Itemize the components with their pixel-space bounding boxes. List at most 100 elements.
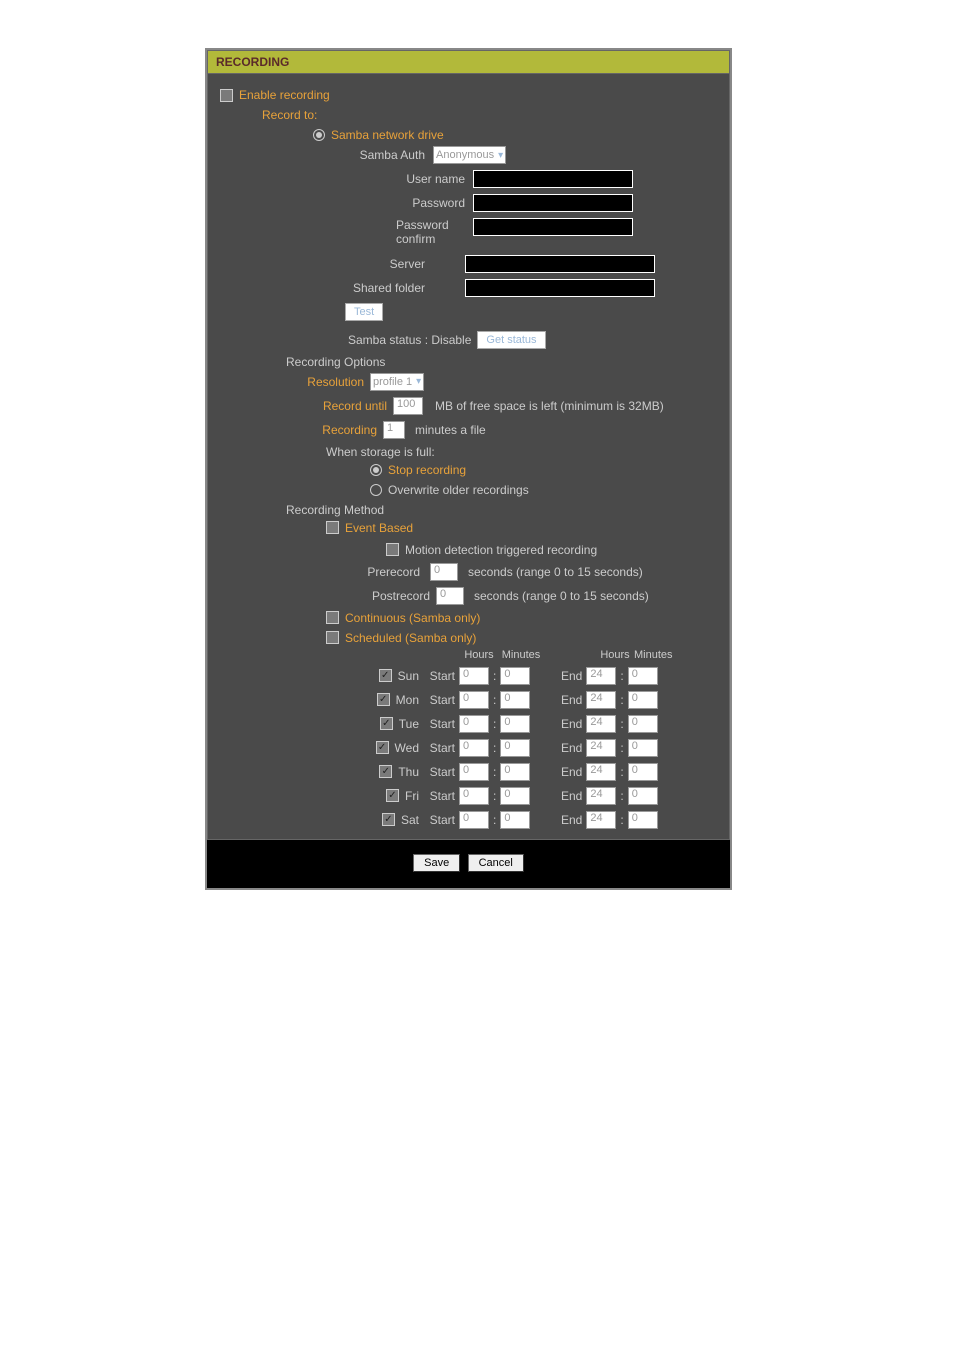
end-minutes-input[interactable]: 0	[628, 715, 658, 733]
colon: :	[616, 765, 627, 779]
day-checkbox[interactable]	[380, 717, 393, 730]
day-checkbox[interactable]	[382, 813, 395, 826]
colon: :	[616, 669, 627, 683]
test-button[interactable]: Test	[345, 303, 383, 321]
end-hours-input[interactable]: 24	[586, 787, 616, 805]
enable-recording-label: Enable recording	[239, 88, 330, 102]
resolution-select[interactable]: profile 1▾	[370, 373, 424, 391]
start-hours-input[interactable]: 0	[459, 667, 489, 685]
day-label: Fri	[405, 789, 419, 803]
day-checkbox[interactable]	[379, 669, 392, 682]
end-label: End	[558, 717, 586, 731]
username-input[interactable]	[473, 170, 633, 188]
end-minutes-input[interactable]: 0	[628, 787, 658, 805]
storage-full-title: When storage is full:	[326, 445, 719, 459]
colon: :	[489, 789, 500, 803]
header-minutes-start: Minutes	[500, 649, 542, 661]
day-checkbox[interactable]	[386, 789, 399, 802]
end-minutes-input[interactable]: 0	[628, 691, 658, 709]
colon: :	[489, 669, 500, 683]
prerecord-suffix: seconds (range 0 to 15 seconds)	[458, 565, 643, 579]
colon: :	[489, 693, 500, 707]
day-checkbox[interactable]	[379, 765, 392, 778]
continuous-checkbox[interactable]	[326, 611, 339, 624]
event-based-label: Event Based	[345, 521, 413, 535]
scheduled-label: Scheduled (Samba only)	[345, 631, 476, 645]
record-until-suffix: MB of free space is left (minimum is 32M…	[423, 399, 664, 413]
stop-recording-radio[interactable]	[370, 464, 382, 476]
end-hours-input[interactable]: 24	[586, 739, 616, 757]
colon: :	[489, 717, 500, 731]
save-button[interactable]: Save	[413, 854, 460, 872]
end-minutes-input[interactable]: 0	[628, 811, 658, 829]
schedule-row: MonStart0:0End24:0	[373, 691, 719, 709]
start-minutes-input[interactable]: 0	[500, 811, 530, 829]
start-minutes-input[interactable]: 0	[500, 715, 530, 733]
end-label: End	[558, 813, 586, 827]
record-until-input[interactable]: 100	[393, 397, 423, 415]
start-minutes-input[interactable]: 0	[500, 667, 530, 685]
colon: :	[489, 741, 500, 755]
postrecord-suffix: seconds (range 0 to 15 seconds)	[464, 589, 649, 603]
end-hours-input[interactable]: 24	[586, 763, 616, 781]
day-checkbox[interactable]	[377, 693, 390, 706]
end-hours-input[interactable]: 24	[586, 811, 616, 829]
start-label: Start	[425, 813, 459, 827]
server-label: Server	[218, 257, 433, 271]
colon: :	[489, 813, 500, 827]
start-hours-input[interactable]: 0	[459, 739, 489, 757]
schedule-row: WedStart0:0End24:0	[373, 739, 719, 757]
samba-radio[interactable]	[313, 129, 325, 141]
schedule-row: FriStart0:0End24:0	[373, 787, 719, 805]
end-hours-input[interactable]: 24	[586, 667, 616, 685]
day-checkbox[interactable]	[376, 741, 389, 754]
samba-auth-label: Samba Auth	[218, 148, 433, 162]
end-minutes-input[interactable]: 0	[628, 667, 658, 685]
recording-mins-input[interactable]: 1	[383, 421, 405, 439]
start-label: Start	[425, 717, 459, 731]
end-hours-input[interactable]: 24	[586, 715, 616, 733]
end-label: End	[558, 669, 586, 683]
prerecord-label: Prerecord	[218, 565, 430, 579]
shared-folder-label: Shared folder	[218, 281, 433, 295]
start-minutes-input[interactable]: 0	[500, 763, 530, 781]
colon: :	[489, 765, 500, 779]
colon: :	[616, 789, 627, 803]
overwrite-label: Overwrite older recordings	[388, 483, 529, 497]
shared-folder-input[interactable]	[465, 279, 655, 297]
overwrite-radio[interactable]	[370, 484, 382, 496]
day-label: Tue	[399, 717, 419, 731]
password-input[interactable]	[473, 194, 633, 212]
samba-auth-select[interactable]: Anonymous▾	[433, 146, 506, 164]
event-based-checkbox[interactable]	[326, 521, 339, 534]
end-hours-input[interactable]: 24	[586, 691, 616, 709]
postrecord-label: Postrecord	[218, 589, 436, 603]
schedule-row: TueStart0:0End24:0	[373, 715, 719, 733]
end-minutes-input[interactable]: 0	[628, 763, 658, 781]
server-input[interactable]	[465, 255, 655, 273]
motion-checkbox[interactable]	[386, 543, 399, 556]
start-minutes-input[interactable]: 0	[500, 691, 530, 709]
colon: :	[616, 717, 627, 731]
recording-method-title: Recording Method	[286, 503, 719, 517]
end-label: End	[558, 741, 586, 755]
cancel-button[interactable]: Cancel	[468, 854, 524, 872]
start-label: Start	[425, 741, 459, 755]
enable-recording-checkbox[interactable]	[220, 89, 233, 102]
recording-mins-label: Recording	[218, 423, 383, 437]
start-hours-input[interactable]: 0	[459, 763, 489, 781]
start-minutes-input[interactable]: 0	[500, 739, 530, 757]
start-minutes-input[interactable]: 0	[500, 787, 530, 805]
postrecord-input[interactable]: 0	[436, 587, 464, 605]
scheduled-checkbox[interactable]	[326, 631, 339, 644]
start-hours-input[interactable]: 0	[459, 811, 489, 829]
start-hours-input[interactable]: 0	[459, 787, 489, 805]
prerecord-input[interactable]: 0	[430, 563, 458, 581]
start-hours-input[interactable]: 0	[459, 691, 489, 709]
end-minutes-input[interactable]: 0	[628, 739, 658, 757]
get-status-button[interactable]: Get status	[477, 331, 545, 349]
schedule-row: ThuStart0:0End24:0	[373, 763, 719, 781]
start-hours-input[interactable]: 0	[459, 715, 489, 733]
password-confirm-input[interactable]	[473, 218, 633, 236]
day-label: Mon	[396, 693, 419, 707]
